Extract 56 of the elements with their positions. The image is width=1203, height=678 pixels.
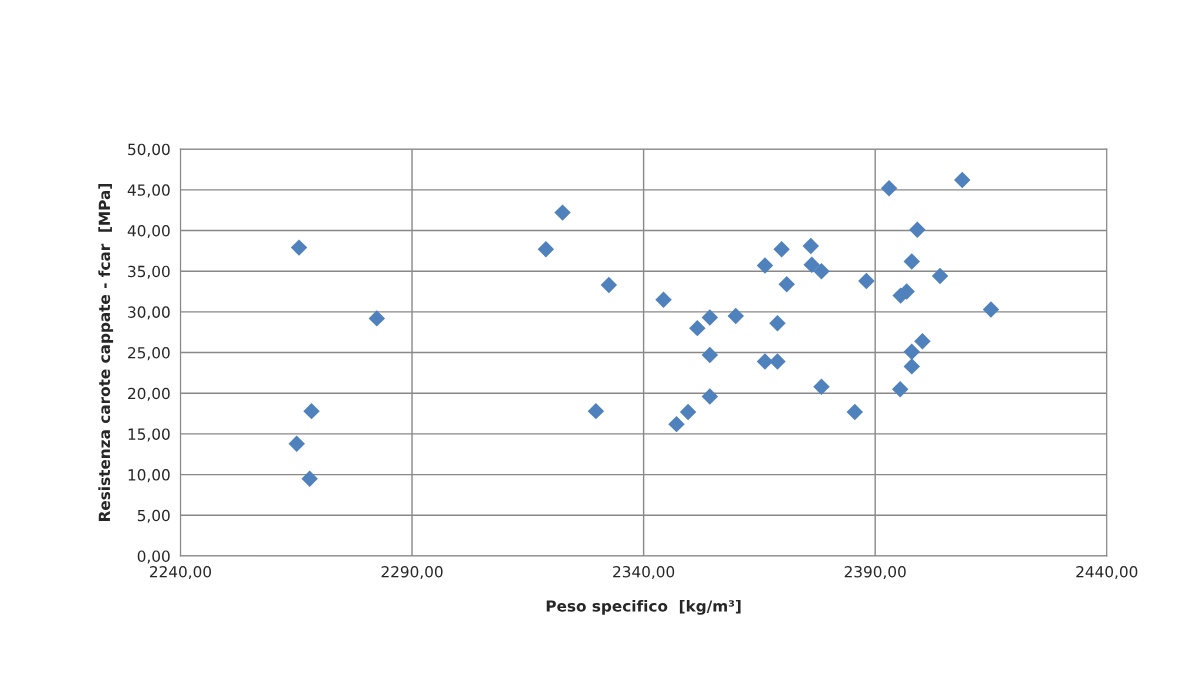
point	[587, 402, 605, 420]
point	[802, 237, 820, 255]
x-tick-label: 2390,00	[844, 565, 906, 580]
point	[982, 301, 1000, 318]
point	[701, 309, 719, 326]
x-axis-title: Peso specifico [kg/m³]	[546, 599, 741, 615]
x-tick-label: 2340,00	[613, 565, 675, 580]
point	[301, 470, 318, 487]
point	[891, 380, 909, 398]
y-tick-label: 35,00	[128, 265, 170, 279]
point	[880, 180, 898, 197]
y-tick-label: 25,00	[128, 347, 170, 361]
point	[537, 241, 555, 258]
y-axis-title: Resistenza carote cappate - fcar [MPa]	[98, 184, 114, 521]
point	[813, 378, 830, 395]
x-tick-label: 2240,00	[149, 565, 212, 580]
point	[679, 403, 697, 421]
point	[668, 415, 685, 433]
point	[903, 343, 920, 360]
point	[290, 239, 308, 256]
point	[368, 310, 386, 327]
point	[803, 256, 820, 273]
point	[954, 171, 971, 189]
point	[689, 319, 706, 337]
point	[303, 402, 320, 420]
point	[909, 221, 926, 238]
point	[288, 435, 305, 452]
point	[858, 272, 875, 290]
y-tick-label: 40,00	[127, 224, 170, 239]
point	[813, 262, 830, 280]
point	[727, 307, 744, 325]
point	[931, 267, 949, 285]
point	[769, 353, 786, 370]
point	[914, 332, 931, 350]
y-tick-label: 0,00	[137, 550, 170, 564]
y-tick-label: 45,00	[127, 184, 170, 198]
y-tick-label: 20,00	[128, 387, 170, 401]
point	[554, 204, 571, 221]
point	[773, 241, 790, 258]
point	[903, 253, 920, 270]
x-tick-label: 2440,00	[1076, 565, 1138, 580]
y-tick-label: 15,00	[128, 428, 170, 442]
point	[701, 388, 719, 405]
point	[769, 315, 786, 332]
point	[655, 291, 672, 308]
point	[701, 346, 719, 364]
point	[846, 403, 864, 421]
point	[756, 257, 774, 274]
point	[600, 276, 618, 294]
point	[778, 276, 795, 293]
x-tick-label: 2290,00	[381, 565, 443, 580]
y-tick-label: 50,00	[128, 143, 170, 157]
y-tick-label: 5,00	[137, 509, 170, 523]
y-tick-label: 30,00	[128, 306, 170, 320]
y-tick-label: 10,00	[128, 469, 170, 483]
point	[903, 358, 920, 375]
